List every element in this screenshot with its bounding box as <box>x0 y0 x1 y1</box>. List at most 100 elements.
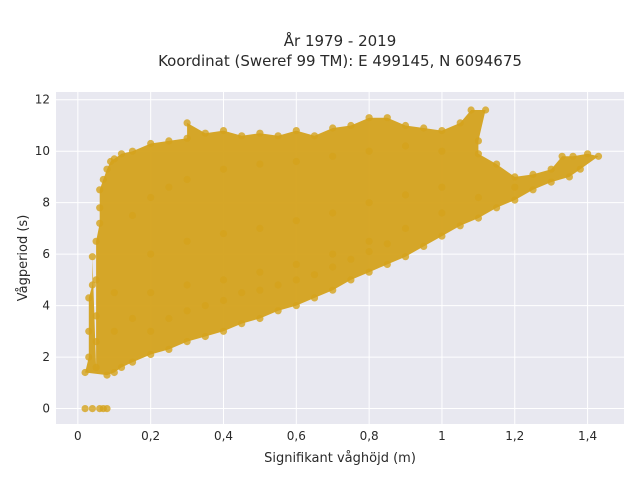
data-point <box>256 129 264 137</box>
data-point <box>88 281 96 289</box>
data-point <box>99 175 107 184</box>
data-point <box>219 165 228 173</box>
data-point <box>401 191 410 199</box>
data-point <box>576 165 584 173</box>
data-point <box>467 106 475 114</box>
data-point <box>219 296 228 305</box>
data-point <box>219 327 228 335</box>
x-axis-title: Signifikant våghöjd (m) <box>264 451 416 466</box>
data-point <box>292 157 300 166</box>
data-point <box>103 165 111 173</box>
data-point <box>147 350 155 359</box>
data-point <box>310 271 319 279</box>
data-point <box>147 193 155 202</box>
data-point <box>88 405 96 413</box>
data-point <box>365 147 373 155</box>
data-point <box>110 327 118 335</box>
data-point <box>256 314 264 323</box>
data-point <box>85 353 93 361</box>
data-point <box>274 307 282 315</box>
data-point <box>92 338 100 346</box>
data-points <box>81 106 603 413</box>
data-point <box>474 193 482 202</box>
data-point <box>183 338 191 346</box>
data-point <box>493 204 501 212</box>
chart-title-line1: År 1979 - 2019 <box>284 31 397 50</box>
x-tick-label: 1,2 <box>505 429 524 443</box>
x-tick-label: 0,4 <box>214 429 233 443</box>
data-point <box>128 314 137 323</box>
data-point <box>569 152 577 160</box>
y-tick-label: 6 <box>42 247 50 261</box>
chart-title-line2: Koordinat (Sweref 99 TM): E 499145, N 60… <box>158 52 522 70</box>
data-point <box>96 186 104 194</box>
data-point <box>493 160 501 168</box>
data-point <box>329 124 337 132</box>
data-point <box>438 147 446 155</box>
data-point <box>438 232 446 240</box>
data-point <box>365 237 373 245</box>
data-point <box>401 253 410 261</box>
x-tick-label: 1 <box>438 429 446 443</box>
data-point <box>238 289 246 297</box>
data-point <box>165 183 173 191</box>
data-point <box>117 363 126 371</box>
data-point <box>128 211 137 220</box>
data-point <box>256 160 264 168</box>
data-point <box>347 276 355 284</box>
data-point <box>511 183 519 191</box>
data-point <box>88 253 96 261</box>
data-point <box>401 142 410 150</box>
x-tick-label: 0,8 <box>360 429 379 443</box>
data-point <box>274 132 282 140</box>
data-point <box>292 127 300 135</box>
data-point <box>183 134 191 142</box>
data-point <box>474 150 482 158</box>
data-point <box>329 250 337 258</box>
x-tick-label: 0,6 <box>287 429 306 443</box>
data-point <box>292 276 300 284</box>
data-point <box>420 124 428 132</box>
data-point <box>547 178 555 186</box>
data-point <box>110 368 118 377</box>
data-point <box>438 127 446 135</box>
y-tick-label: 8 <box>42 196 50 210</box>
data-point <box>85 327 93 335</box>
data-point <box>183 119 191 127</box>
data-point <box>201 302 209 310</box>
data-point <box>201 332 209 341</box>
data-point <box>92 363 100 371</box>
data-point <box>438 183 446 191</box>
data-point <box>420 242 428 250</box>
data-point <box>310 294 319 302</box>
data-point <box>329 209 337 217</box>
data-point <box>474 137 482 145</box>
tick-labels: 0 0,2 0,4 0,6 0,8 1 1,2 1,4 0 2 4 6 8 10 12 <box>35 93 597 443</box>
data-point <box>165 137 173 145</box>
data-point <box>183 175 191 184</box>
data-point <box>92 237 100 245</box>
point-cloud-area <box>85 110 599 376</box>
data-point <box>456 222 464 230</box>
data-point <box>529 186 537 194</box>
data-point <box>147 250 155 258</box>
data-point <box>438 209 446 217</box>
data-point <box>565 173 574 181</box>
data-point <box>92 312 100 320</box>
data-point <box>474 214 482 222</box>
data-point <box>92 276 100 284</box>
data-point <box>219 276 228 284</box>
y-tick-label: 0 <box>42 402 50 416</box>
data-point <box>401 224 410 232</box>
data-point <box>594 152 603 160</box>
data-point <box>238 320 246 328</box>
data-point <box>511 196 519 204</box>
data-point <box>274 281 282 289</box>
data-point <box>292 260 300 268</box>
data-point <box>103 405 111 413</box>
data-point <box>238 132 246 140</box>
data-point <box>529 170 537 178</box>
data-point <box>81 368 89 377</box>
